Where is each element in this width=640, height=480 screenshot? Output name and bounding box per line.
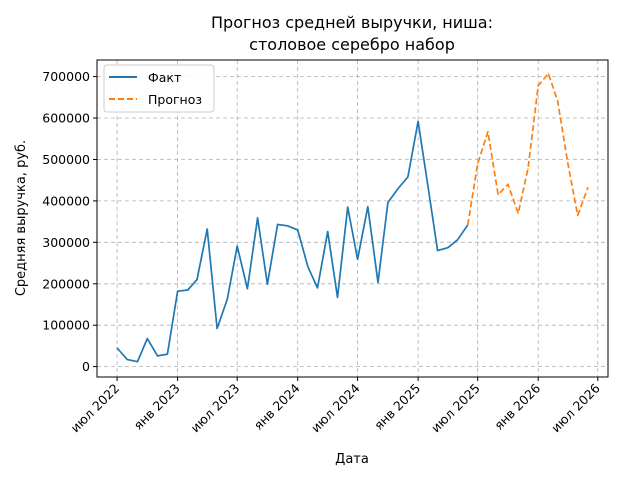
data-point-forecast (507, 183, 509, 185)
data-point-fact (457, 239, 459, 241)
x-tick-label: янв 2023 (130, 381, 182, 433)
data-point-fact (257, 217, 259, 219)
data-point-fact (196, 279, 198, 281)
data-point-forecast (537, 85, 539, 87)
x-tick-label: июл 2024 (308, 380, 363, 435)
x-tick-label: июл 2022 (67, 381, 122, 436)
data-point-fact (187, 289, 189, 291)
legend-label-forecast: Прогноз (148, 92, 202, 107)
chart-title-line-2: столовое серебро набор (249, 35, 455, 54)
data-point-fact (166, 353, 168, 355)
data-point-fact (216, 327, 218, 330)
series-line-fact (116, 120, 469, 363)
data-point-fact (146, 337, 148, 340)
data-point-fact (136, 361, 139, 363)
grid (97, 60, 608, 377)
data-point-fact (277, 223, 279, 226)
legend-label-fact: Факт (148, 70, 181, 85)
data-point-forecast (577, 214, 579, 216)
y-tick-label: 400000 (42, 193, 90, 208)
axis-ticks: 0 100000 200000 300000 400000 500000 600000 700… (42, 69, 603, 435)
data-point-forecast (567, 163, 569, 165)
y-tick-label: 100000 (42, 318, 90, 333)
data-point-fact (116, 347, 118, 349)
y-tick-label: 300000 (42, 235, 90, 250)
data-point-fact (316, 287, 319, 289)
data-point-forecast (467, 224, 469, 226)
data-point-fact (347, 206, 349, 208)
data-point-fact (126, 359, 128, 361)
y-tick-label: 700000 (42, 69, 90, 84)
data-point-fact (437, 250, 439, 252)
data-point-forecast (497, 194, 499, 196)
y-tick-label: 500000 (42, 152, 90, 167)
chart-title-line-1: Прогноз средней выручки, ниша: (211, 13, 493, 32)
plot-area (116, 72, 589, 363)
data-point-forecast (587, 187, 589, 189)
x-axis-label: Дата (335, 452, 369, 467)
data-point-fact (226, 298, 228, 300)
data-point-fact (286, 225, 289, 227)
y-axis-label: Средняя выручка, руб. (14, 140, 29, 296)
y-tick-label: 600000 (42, 111, 90, 126)
data-point-fact (407, 176, 409, 178)
data-point-fact (357, 258, 359, 260)
y-tick-label: 200000 (42, 276, 90, 291)
data-point-fact (177, 290, 179, 292)
x-tick-label: июл 2023 (188, 381, 243, 436)
data-point-forecast (557, 100, 559, 102)
x-tick-label: янв 2024 (251, 380, 303, 432)
data-point-fact (367, 206, 369, 208)
data-point-fact (266, 283, 268, 285)
data-point-fact (387, 201, 389, 204)
data-point-fact (397, 187, 399, 190)
data-point-forecast (477, 163, 479, 165)
data-point-fact (447, 247, 449, 249)
data-point-fact (307, 266, 309, 268)
data-point-fact (206, 228, 208, 230)
series-line-forecast (466, 72, 589, 226)
data-point-fact (327, 231, 329, 233)
x-tick-label: июл 2025 (428, 381, 483, 436)
x-tick-label: янв 2026 (491, 380, 543, 432)
legend: Факт Прогноз (103, 64, 215, 113)
plot-frame (96, 59, 609, 378)
data-point-fact (156, 355, 159, 357)
data-point-fact (427, 187, 429, 190)
data-point-fact (297, 229, 299, 231)
data-point-fact (417, 120, 419, 122)
data-point-fact (246, 288, 248, 290)
x-tick-label: июл 2026 (548, 380, 603, 435)
data-point-forecast (517, 212, 519, 214)
data-point-fact (377, 281, 379, 284)
data-point-forecast (527, 168, 529, 170)
y-tick-label: 0 (82, 359, 90, 374)
data-point-fact (236, 245, 238, 247)
data-point-forecast (487, 131, 489, 133)
x-tick-label: янв 2025 (371, 381, 423, 433)
data-point-fact (336, 296, 339, 298)
data-point-forecast (547, 72, 550, 74)
